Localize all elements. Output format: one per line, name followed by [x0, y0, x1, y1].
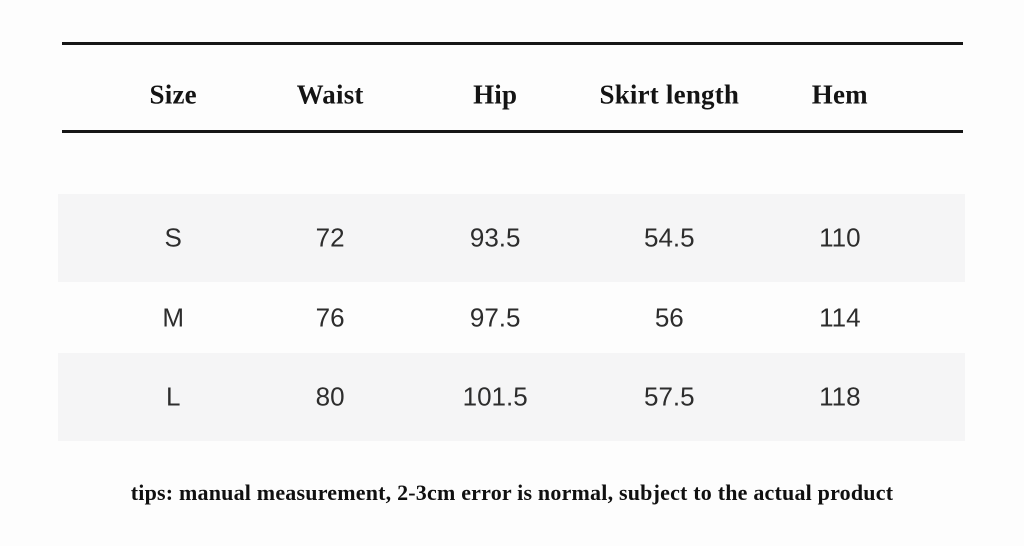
column-header-hip: Hip [473, 79, 518, 110]
cell-waist: 72 [315, 222, 345, 253]
cell-size: L [165, 381, 181, 412]
cell-size: M [162, 302, 185, 332]
cell-waist: 76 [315, 302, 345, 332]
cell-hip: 97.5 [469, 302, 521, 332]
column-header-skirt-length: Skirt length [599, 79, 740, 110]
cell-hip: 101.5 [462, 381, 528, 412]
column-header-size: Size [149, 79, 197, 110]
column-header-waist: Waist [296, 79, 364, 110]
table-row-size-l: L 80 101.5 57.5 118 [58, 353, 965, 441]
table-row-size-s: S 72 93.5 54.5 110 [58, 194, 965, 282]
cell-hem: 110 [819, 222, 861, 253]
cell-hem: 118 [819, 381, 861, 412]
cell-waist: 80 [315, 381, 345, 412]
cell-size: S [164, 222, 182, 253]
measurement-tip: tips: manual measurement, 2-3cm error is… [130, 480, 894, 505]
header-top-rule [62, 42, 963, 45]
header-bottom-rule [62, 130, 963, 133]
cell-hip: 93.5 [469, 222, 521, 253]
cell-skirt-length: 54.5 [644, 222, 695, 253]
cell-hem: 114 [819, 302, 861, 332]
table-header-row: Size Waist Hip Skirt length Hem [58, 55, 965, 135]
cell-skirt-length: 56 [654, 302, 684, 332]
column-header-hem: Hem [811, 79, 868, 110]
table-row-size-m: M 76 97.5 56 114 [58, 282, 965, 353]
cell-skirt-length: 57.5 [644, 381, 695, 412]
